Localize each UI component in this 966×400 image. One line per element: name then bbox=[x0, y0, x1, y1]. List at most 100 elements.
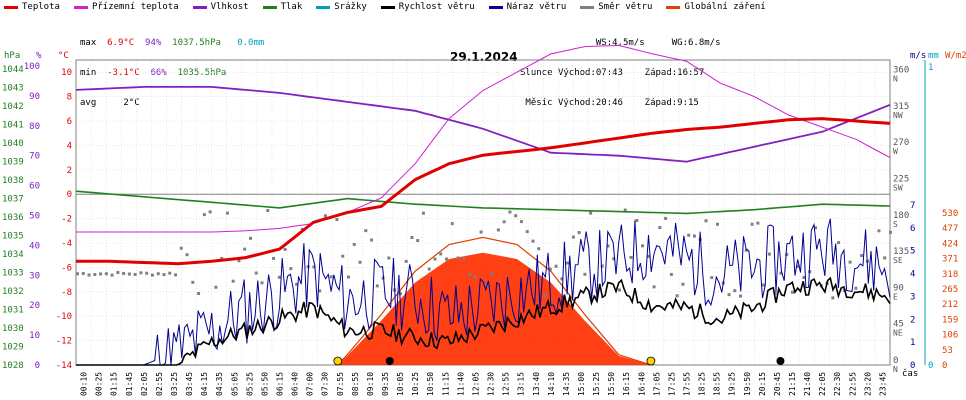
winddir-dot bbox=[323, 214, 327, 218]
tick-label-percent: 30 bbox=[29, 271, 40, 281]
winddir-dot bbox=[410, 236, 414, 240]
legend-swatch bbox=[192, 5, 207, 9]
tick-label-time: 18:55 bbox=[713, 372, 722, 396]
winddir-dot bbox=[491, 272, 495, 276]
tick-label-time: 06:40 bbox=[291, 372, 300, 396]
tick-label-ms: 2 bbox=[910, 315, 915, 325]
winddir-dot bbox=[427, 267, 431, 271]
winddir-dot bbox=[473, 275, 477, 279]
tick-label-time: 13:15 bbox=[517, 372, 526, 396]
winddir-dot bbox=[398, 292, 402, 296]
winddir-dot bbox=[266, 208, 270, 212]
tick-label-wm2: 318 bbox=[942, 270, 958, 280]
tick-label-time: 17:05 bbox=[652, 372, 661, 396]
winddir-dot bbox=[283, 247, 287, 251]
winddir-dot bbox=[877, 229, 881, 233]
winddir-dot bbox=[814, 226, 818, 230]
series-line-wind-speed bbox=[76, 276, 891, 366]
winddir-dot bbox=[248, 236, 252, 240]
winddir-dot bbox=[600, 264, 604, 268]
winddir-dot bbox=[860, 254, 864, 258]
winddir-dot bbox=[341, 254, 345, 258]
winddir-dot bbox=[496, 228, 500, 232]
tick-label-hpa: 1038 bbox=[2, 176, 24, 186]
winddir-dot bbox=[445, 257, 449, 261]
tick-label-celsius: 0 bbox=[67, 190, 72, 200]
winddir-dot bbox=[641, 244, 645, 248]
tick-label-time: 06:15 bbox=[276, 372, 285, 396]
axis-title-wm2: W/m2 bbox=[945, 51, 966, 61]
winddir-dot bbox=[548, 267, 552, 271]
winddir-dot bbox=[462, 257, 466, 261]
tick-label-time: 02:55 bbox=[155, 372, 164, 396]
tick-label-time: 07:55 bbox=[336, 372, 345, 396]
winddir-dot bbox=[888, 230, 892, 234]
winddir-dot bbox=[669, 272, 673, 276]
winddir-dot bbox=[802, 276, 806, 280]
tick-label-time: 10:05 bbox=[396, 372, 405, 396]
legend-label: Směr větru bbox=[598, 2, 653, 12]
tick-label-time: 04:35 bbox=[215, 372, 224, 396]
winddir-dot bbox=[837, 241, 841, 245]
tick-label-percent: 10 bbox=[29, 331, 40, 341]
tick-label-hpa: 1032 bbox=[2, 287, 24, 297]
winddir-dot bbox=[387, 256, 391, 260]
series-line-ground-temp bbox=[76, 44, 891, 233]
winddir-dot bbox=[81, 272, 85, 276]
tick-label-percent: 80 bbox=[29, 122, 40, 132]
tick-label-percent: 20 bbox=[29, 301, 40, 311]
legend-label: Rychlost větru bbox=[398, 2, 475, 12]
series-line-humidity bbox=[75, 86, 891, 163]
winddir-dot bbox=[358, 260, 362, 264]
tick-label-winddir-name: SE bbox=[893, 256, 903, 265]
tick-label-winddir: 180 bbox=[893, 211, 909, 221]
tick-label-ms: 7 bbox=[910, 201, 915, 211]
tick-label-celsius: 2 bbox=[67, 166, 72, 176]
winddir-dot bbox=[571, 235, 575, 239]
winddir-dot bbox=[468, 273, 472, 277]
winddir-dot bbox=[318, 289, 322, 293]
winddir-dot bbox=[87, 273, 91, 277]
winddir-dot bbox=[122, 271, 126, 275]
winddir-dot bbox=[370, 238, 374, 242]
series-line-gust bbox=[76, 218, 891, 366]
tick-label-time: 05:05 bbox=[230, 372, 239, 396]
tick-label-winddir: 0 bbox=[893, 356, 898, 366]
axis-title-mm: mm bbox=[928, 51, 939, 61]
winddir-dot bbox=[790, 290, 794, 294]
tick-label-time: 16:40 bbox=[637, 372, 646, 396]
winddir-dot bbox=[364, 229, 368, 233]
winddir-dot bbox=[756, 221, 760, 225]
winddir-dot bbox=[681, 282, 685, 286]
tick-label-ms: 6 bbox=[910, 224, 915, 234]
legend-label: Teplota bbox=[22, 2, 60, 12]
winddir-dot bbox=[272, 256, 276, 260]
tick-label-time: 09:35 bbox=[381, 372, 390, 396]
tick-label-percent: 0 bbox=[35, 361, 40, 371]
winddir-dot bbox=[658, 226, 662, 230]
winddir-dot bbox=[635, 219, 639, 223]
winddir-dot bbox=[456, 256, 460, 260]
winddir-dot bbox=[537, 247, 541, 251]
legend-item: Tlak bbox=[262, 2, 303, 12]
sunset-marker bbox=[646, 356, 656, 366]
legend-label: Tlak bbox=[280, 2, 303, 12]
winddir-dot bbox=[744, 248, 748, 252]
legend-item: Přízemní teplota bbox=[73, 2, 179, 12]
tick-label-winddir: 315 bbox=[893, 102, 909, 112]
tick-label-time: 12:05 bbox=[471, 372, 480, 396]
legend-label: Náraz větru bbox=[506, 2, 567, 12]
tick-label-time: 04:15 bbox=[200, 372, 209, 396]
winddir-dot bbox=[716, 222, 720, 226]
tick-label-time: 16:15 bbox=[622, 372, 631, 396]
tick-label-time: 05:25 bbox=[245, 372, 254, 396]
legend-item: Teplota bbox=[4, 2, 60, 12]
tick-label-winddir: 45 bbox=[893, 320, 904, 330]
winddir-dot bbox=[796, 264, 800, 268]
winddir-dot bbox=[110, 273, 114, 277]
legend-swatch bbox=[73, 5, 88, 9]
winddir-dot bbox=[375, 284, 379, 288]
winddir-dot bbox=[733, 289, 737, 293]
winddir-dot bbox=[295, 282, 299, 286]
winddir-dot bbox=[133, 272, 137, 276]
